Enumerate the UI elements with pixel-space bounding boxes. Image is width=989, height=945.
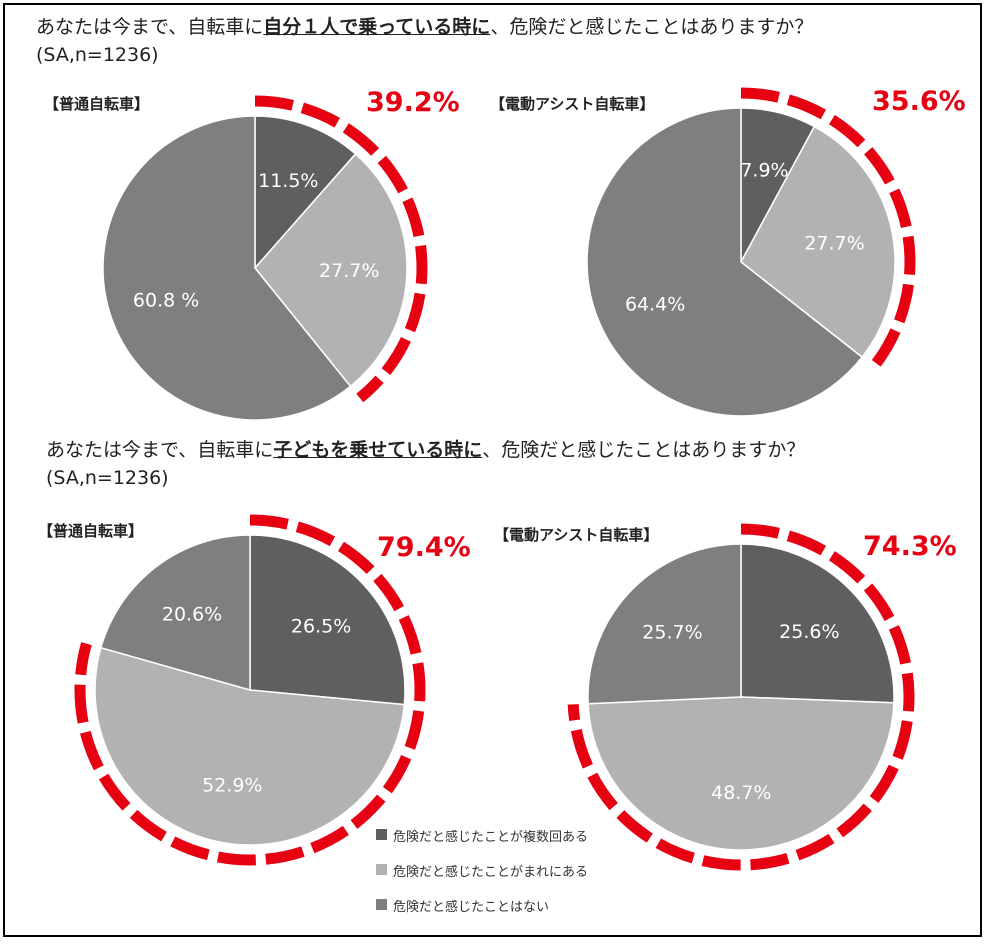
legend-label-never: 危険だと感じたことはない [393,900,550,915]
chart-1-slice-often [254,115,357,270]
chart-3-label-never: 20.6% [162,603,222,625]
chart-1-label-rarely: 27.7% [319,260,379,282]
legend-swatch-often [376,829,387,840]
chart-1-label-often: 11.5% [258,170,318,192]
chart-1-slice-never [102,115,352,421]
chart-4-slice-rarely [587,696,895,851]
chart-2-slice-never [586,107,864,417]
chart-4-label-never: 25.7% [642,621,702,643]
legend-item-never: 危険だと感じたことはない [376,896,636,915]
question-2-pre: あなたは今まで、自転車に [46,439,274,461]
chart-4-slice-often [740,543,895,704]
legend-swatch-never [376,899,387,910]
chart-4-highlight-total: 74.3% [863,531,957,562]
chart-2-highlight-ring [740,87,916,370]
chart-3-highlight-total: 79.4% [377,532,471,563]
chart-4-slice-never [587,543,742,705]
chart-1-highlight-ring [254,95,428,403]
question-1-sample: (SA,n=1236) [36,44,159,66]
question-1-title: あなたは今まで、自転車に自分１人で乗っている時に、危険だと感じたことはありますか… [36,14,813,40]
chart-4-label-rarely: 48.7% [711,782,771,804]
chart-1-label-never: 60.8 % [133,289,199,311]
chart-4-highlight-ring [567,523,915,871]
chart-3-slice-never [99,534,251,691]
chart-2-title: 【電動アシスト自転車】 [490,95,655,113]
chart-4-title: 【電動アシスト自転車】 [494,526,659,544]
question-1-pre: あなたは今まで、自転車に [36,16,264,38]
legend-swatch-rarely [376,864,387,875]
chart-4-label-often: 25.6% [779,621,839,643]
question-2-sample: (SA,n=1236) [46,467,169,489]
chart-2-label-often: 7.9% [740,159,788,181]
chart-2-slice-rarely [740,125,896,359]
chart-3-title: 【普通自転車】 [38,522,144,540]
chart-2-label-never: 64.4% [625,294,685,316]
question-1-post: 、危険だと感じたことはありますか？ [490,16,814,38]
chart-2-highlight-total: 35.6% [872,86,966,117]
chart-3-slice-often [249,534,406,706]
chart-1-highlight-total: 39.2% [366,87,460,118]
chart-3-slice-rarely [94,646,406,846]
chart-1-title: 【普通自転車】 [44,95,150,113]
legend-item-rarely: 危険だと感じたことがまれにある [376,861,636,880]
question-2-post: 、危険だと感じたことはありますか？ [482,439,806,461]
chart-1-slice-rarely [254,152,408,388]
question-1-emphasis: 自分１人で乗っている時に [263,16,491,38]
legend-label-often: 危険だと感じたことが複数回ある [393,830,589,845]
question-2-emphasis: 子どもを乗せている時に [273,439,483,461]
figure-frame [3,3,982,937]
question-2-title: あなたは今まで、自転車に子どもを乗せている時に、危険だと感じたことはありますか？ [46,437,805,463]
chart-3-label-often: 26.5% [291,615,351,637]
chart-3-label-rarely: 52.9% [202,774,262,796]
legend-label-rarely: 危険だと感じたことがまれにある [393,865,589,880]
chart-2-label-rarely: 27.7% [804,233,864,255]
legend-item-often: 危険だと感じたことが複数回ある [376,826,636,845]
